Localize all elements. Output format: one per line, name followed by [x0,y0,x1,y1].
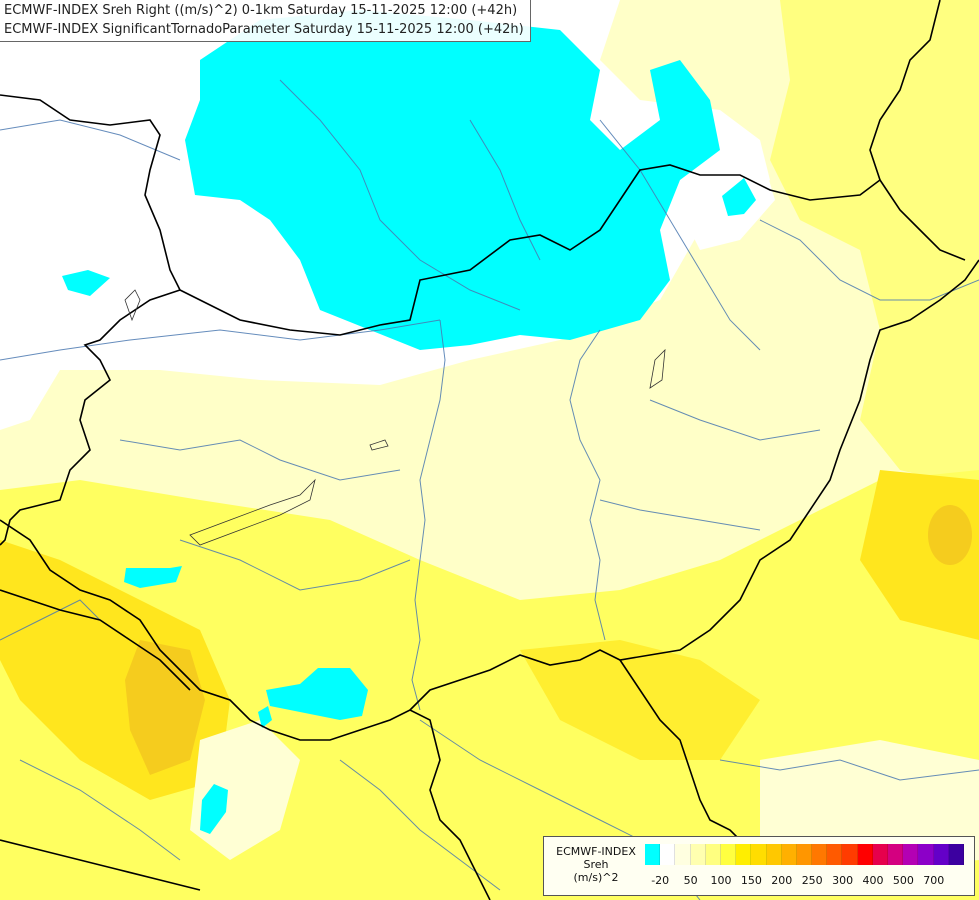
legend-swatch [796,844,813,865]
cyan-sreh-zone-east-blob [722,178,756,216]
orange-core-east [928,505,972,565]
orange-core-west [125,640,205,775]
map-title-box: ECMWF-INDEX Sreh Right ((m/s)^2) 0-1km S… [0,0,531,42]
legend-swatch [842,844,858,865]
cyan-sreh-zone-sw-blob [124,566,182,588]
legend-unit: (m/s)^2 [573,871,619,884]
cyan-sreh-zone-bottom [200,784,228,834]
legend-title: ECMWF-INDEX Sreh (m/s)^2 [548,845,644,884]
legend-swatch [660,844,676,865]
border-southwest-2 [0,589,191,691]
legend-swatch [705,844,721,865]
legend-tick-label: 50 [683,874,698,887]
cyan-sreh-zone-south-lake [266,668,368,720]
legend-tick-label: 300 [832,874,854,887]
legend-variable: Sreh [583,858,609,871]
legend-swatch [751,844,767,865]
legend-swatch [903,844,919,865]
legend-tick-label: 400 [862,874,884,887]
legend-swatch [766,844,782,865]
lake-small [369,439,389,451]
map-title-line-1: ECMWF-INDEX Sreh Right ((m/s)^2) 0-1km S… [4,3,518,18]
map-title-line-2: ECMWF-INDEX SignificantTornadoParameter … [4,22,524,37]
lake-reservoir [649,348,666,389]
lakes [124,289,666,546]
deep-yellow-zone-south [520,640,760,760]
legend-swatch [781,844,797,865]
cyan-sreh-zone-north [185,10,720,350]
legend-tick-label: 200 [771,874,793,887]
border-southwest-1 [0,519,491,900]
legend-swatch [645,844,661,865]
border-east [879,179,966,261]
legend-tick-label: 100 [710,874,732,887]
legend-swatch [736,844,752,865]
lake-neusiedl [124,289,141,322]
border-north [0,0,941,336]
cyan-sreh-zone-west-blob [62,270,110,296]
legend-swatch [872,844,888,865]
legend-swatch [720,844,737,865]
border-south [409,259,979,711]
legend-tick-label: 250 [801,874,823,887]
legend-swatch [918,844,934,865]
legend-tick-label: -20 [651,874,670,887]
lake-balaton [189,478,316,546]
legend-swatches [645,844,964,865]
legend-swatch [888,844,904,865]
border-west [0,289,181,546]
legend-swatch [812,844,828,865]
legend-tick-label: 150 [740,874,762,887]
cyan-sreh-zone-small [258,706,272,728]
legend-swatch [948,844,964,865]
legend-swatch [675,844,691,865]
legend-tick-label: 700 [923,874,945,887]
legend-swatch [933,844,949,865]
legend-ticks: -20 50 100 150 200 250 300 400 500 700 [645,874,969,888]
legend-swatch [690,844,706,865]
yellow-sreh-zone-east [770,0,979,490]
legend-swatch [827,844,843,865]
border-south-2 [0,839,201,891]
color-legend: ECMWF-INDEX Sreh (m/s)^2 -20 50 100 150 200 2… [543,836,975,896]
legend-name: ECMWF-INDEX [556,845,636,858]
border-southeast [619,659,741,841]
pale-zone-southwest [190,720,300,860]
legend-swatch [857,844,873,865]
legend-tick-label: 500 [892,874,914,887]
